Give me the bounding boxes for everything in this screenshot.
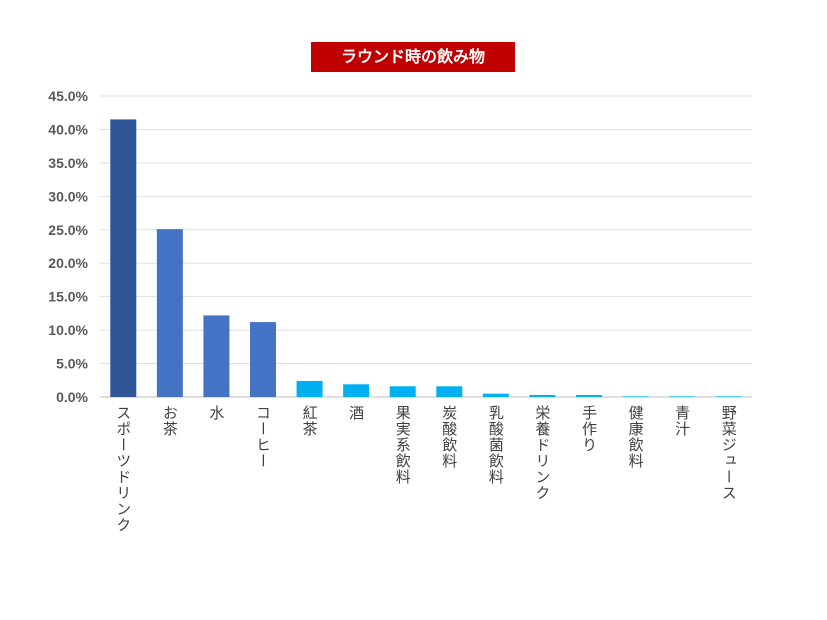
y-tick-label: 20.0% — [48, 255, 88, 271]
x-tick-label: スポーツドリンク — [114, 405, 133, 533]
bar-0 — [110, 119, 137, 398]
bar-8 — [482, 393, 509, 397]
x-tick-label: 野菜ジュース — [719, 405, 738, 501]
bar-13 — [715, 396, 742, 397]
chart-title: ラウンド時の飲み物 — [311, 42, 515, 72]
y-tick-label: 15.0% — [48, 289, 88, 305]
y-tick-label: 30.0% — [48, 188, 88, 204]
x-tick-label: 炭酸飲料 — [440, 405, 459, 469]
y-tick-label: 45.0% — [48, 88, 88, 104]
y-tick-label: 10.0% — [48, 322, 88, 338]
y-tick-label: 35.0% — [48, 155, 88, 171]
y-tick-label: 25.0% — [48, 222, 88, 238]
x-tick-label: 乳酸菌飲料 — [486, 405, 505, 485]
bar-5 — [343, 384, 370, 397]
x-tick-label: お茶 — [160, 405, 179, 437]
bar-4 — [296, 380, 323, 397]
y-tick-label: 0.0% — [56, 389, 88, 405]
y-tick-label: 40.0% — [48, 121, 88, 137]
x-tick-label: 酒 — [347, 405, 366, 421]
bar-7 — [436, 386, 463, 397]
bar-6 — [389, 386, 416, 397]
x-tick-label: コーヒー — [254, 405, 272, 469]
bar-9 — [529, 394, 556, 397]
bar-12 — [669, 396, 696, 397]
bar-10 — [576, 394, 602, 397]
bar-11 — [622, 396, 649, 397]
y-tick-label: 5.0% — [56, 356, 88, 372]
bar-3 — [250, 322, 276, 397]
x-tick-label: 手作り — [580, 405, 598, 453]
x-tick-label: 紅茶 — [300, 405, 319, 437]
bar-1 — [156, 229, 183, 397]
x-tick-label: 青汁 — [673, 405, 692, 437]
x-tick-label: 健康飲料 — [626, 405, 645, 469]
x-tick-label: 水 — [207, 405, 226, 421]
bar-2 — [203, 315, 230, 397]
x-tick-label: 果実系飲料 — [393, 405, 412, 485]
x-tick-label: 栄養ドリンク — [533, 405, 552, 501]
